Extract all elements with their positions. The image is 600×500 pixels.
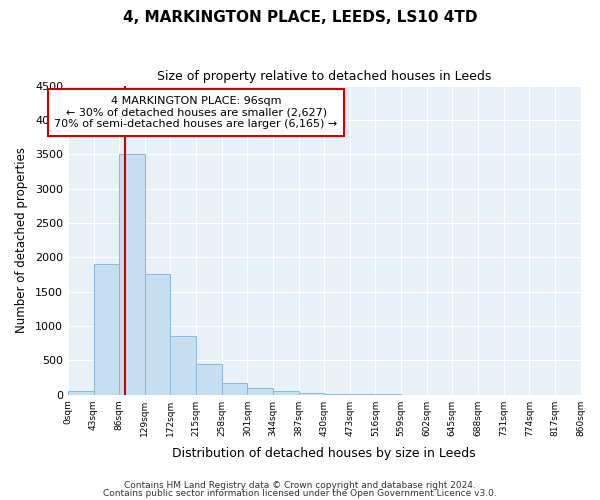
Text: Contains HM Land Registry data © Crown copyright and database right 2024.: Contains HM Land Registry data © Crown c… [124, 480, 476, 490]
Bar [299, 392, 324, 394]
Bar [247, 388, 273, 394]
Bar [170, 336, 196, 394]
Bar [68, 391, 94, 394]
Text: Contains public sector information licensed under the Open Government Licence v3: Contains public sector information licen… [103, 489, 497, 498]
Title: Size of property relative to detached houses in Leeds: Size of property relative to detached ho… [157, 70, 491, 83]
Bar [94, 264, 119, 394]
X-axis label: Distribution of detached houses by size in Leeds: Distribution of detached houses by size … [172, 447, 476, 460]
Text: 4 MARKINGTON PLACE: 96sqm
← 30% of detached houses are smaller (2,627)
70% of se: 4 MARKINGTON PLACE: 96sqm ← 30% of detac… [55, 96, 338, 129]
Bar [273, 391, 299, 394]
Bar [145, 274, 170, 394]
Text: 4, MARKINGTON PLACE, LEEDS, LS10 4TD: 4, MARKINGTON PLACE, LEEDS, LS10 4TD [123, 10, 477, 25]
Bar [119, 154, 145, 394]
Bar [196, 364, 222, 394]
Y-axis label: Number of detached properties: Number of detached properties [15, 147, 28, 333]
Bar [222, 382, 247, 394]
